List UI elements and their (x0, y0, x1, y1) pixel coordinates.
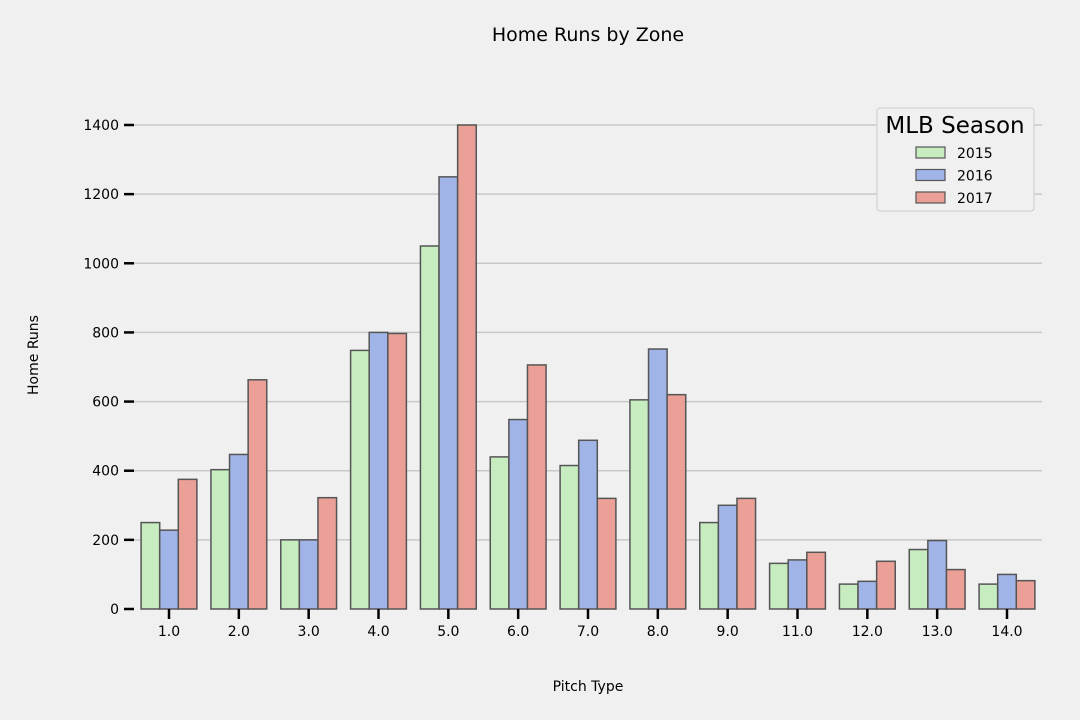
bar-2017-14_0 (1015, 579, 1036, 610)
bar-2016-7_0 (577, 439, 599, 610)
bar-2015-3_0 (280, 539, 301, 610)
x-tick-label: 1.0 (158, 624, 180, 640)
bar-2015-13_0 (908, 548, 929, 610)
bar-2015-12_0 (838, 583, 859, 610)
bar-2016-6_0 (508, 418, 529, 610)
bar-2015-8_0 (629, 399, 650, 610)
bar-2016-11_0 (787, 559, 808, 610)
bar-2016-13_0 (927, 539, 948, 610)
x-tick-label: 3.0 (298, 624, 320, 640)
legend-swatch-2015 (915, 146, 946, 159)
legend-swatch-2016 (915, 168, 946, 182)
bar-2017-3_0 (317, 496, 338, 610)
bar-2015-4_0 (349, 349, 370, 610)
bar-2016-3_0 (298, 539, 319, 610)
x-tick-label: 13.0 (922, 624, 953, 640)
y-axis: 0 200 400 600 800 1000 1200 1400 (83, 118, 134, 618)
bar-2017-6_0 (526, 364, 547, 610)
legend-label-2016: 2016 (957, 169, 993, 185)
y-tick-label: 1200 (83, 187, 119, 203)
bar-2015-5_0 (419, 245, 440, 610)
bar-2015-7_0 (559, 464, 580, 610)
legend-title: MLB Season (885, 113, 1024, 139)
bar-2017-11_0 (806, 551, 827, 610)
bar-2015-11_0 (768, 562, 789, 610)
y-tick-label: 800 (92, 325, 119, 341)
y-axis-label: Home Runs (26, 315, 42, 395)
legend-swatch-2017 (915, 191, 946, 204)
legend-label-2015: 2015 (957, 146, 993, 162)
bars (140, 124, 1036, 610)
bar-2016-8_0 (647, 348, 668, 610)
bar-2016-5_0 (438, 176, 459, 610)
bar-2016-2_0 (228, 453, 249, 610)
bar-2017-12_0 (875, 560, 896, 610)
bar-2016-14_0 (996, 573, 1018, 610)
bar-2017-13_0 (945, 568, 966, 610)
bar-2016-9_0 (717, 504, 738, 610)
bar-2017-4_0 (387, 332, 408, 610)
x-tick-label: 5.0 (437, 624, 459, 640)
x-tick-label: 7.0 (577, 624, 599, 640)
x-tick-label: 12.0 (852, 624, 883, 640)
chart-title: Home Runs by Zone (492, 24, 684, 46)
x-tick-label: 4.0 (367, 624, 389, 640)
legend: MLB Season 2015 2016 2017 (876, 107, 1035, 212)
bar-2015-1_0 (140, 521, 161, 610)
legend-label-2017: 2017 (957, 191, 993, 207)
bar-2015-9_0 (699, 521, 720, 610)
y-tick-label: 1000 (83, 256, 119, 272)
bar-2017-8_0 (666, 393, 687, 610)
bar-2017-1_0 (177, 478, 198, 610)
y-tick-label: 200 (92, 533, 119, 549)
y-tick-label: 600 (92, 395, 119, 411)
y-tick-label: 1400 (83, 118, 119, 134)
bar-2016-12_0 (857, 580, 878, 610)
bar-2017-2_0 (247, 379, 268, 610)
y-tick-label: 400 (92, 464, 119, 480)
x-axis-label: Pitch Type (553, 679, 624, 695)
bar-2016-4_0 (368, 331, 389, 610)
x-tick-label: 9.0 (717, 624, 739, 640)
bar-2015-6_0 (489, 456, 510, 610)
legend-box (876, 107, 1035, 212)
legend-items: 2015 2016 2017 (915, 146, 993, 207)
x-tick-label: 14.0 (991, 624, 1022, 640)
x-tick-label: 6.0 (507, 624, 529, 640)
bar-2017-9_0 (736, 497, 757, 610)
bar-2017-7_0 (596, 497, 617, 610)
x-tick-label: 11.0 (782, 624, 813, 640)
bar-2016-1_0 (158, 529, 180, 610)
x-tick-label: 8.0 (647, 624, 669, 640)
x-axis: 1.0 2.0 3.0 4.0 5.0 6.0 7.0 8.0 9.0 11.0 12.0 13.0 1… (158, 609, 1023, 640)
bar-2015-14_0 (978, 583, 999, 610)
x-tick-label: 2.0 (228, 624, 250, 640)
y-tick-label: 0 (110, 602, 119, 618)
bar-2017-5_0 (456, 124, 477, 610)
bar-2015-2_0 (210, 468, 231, 610)
